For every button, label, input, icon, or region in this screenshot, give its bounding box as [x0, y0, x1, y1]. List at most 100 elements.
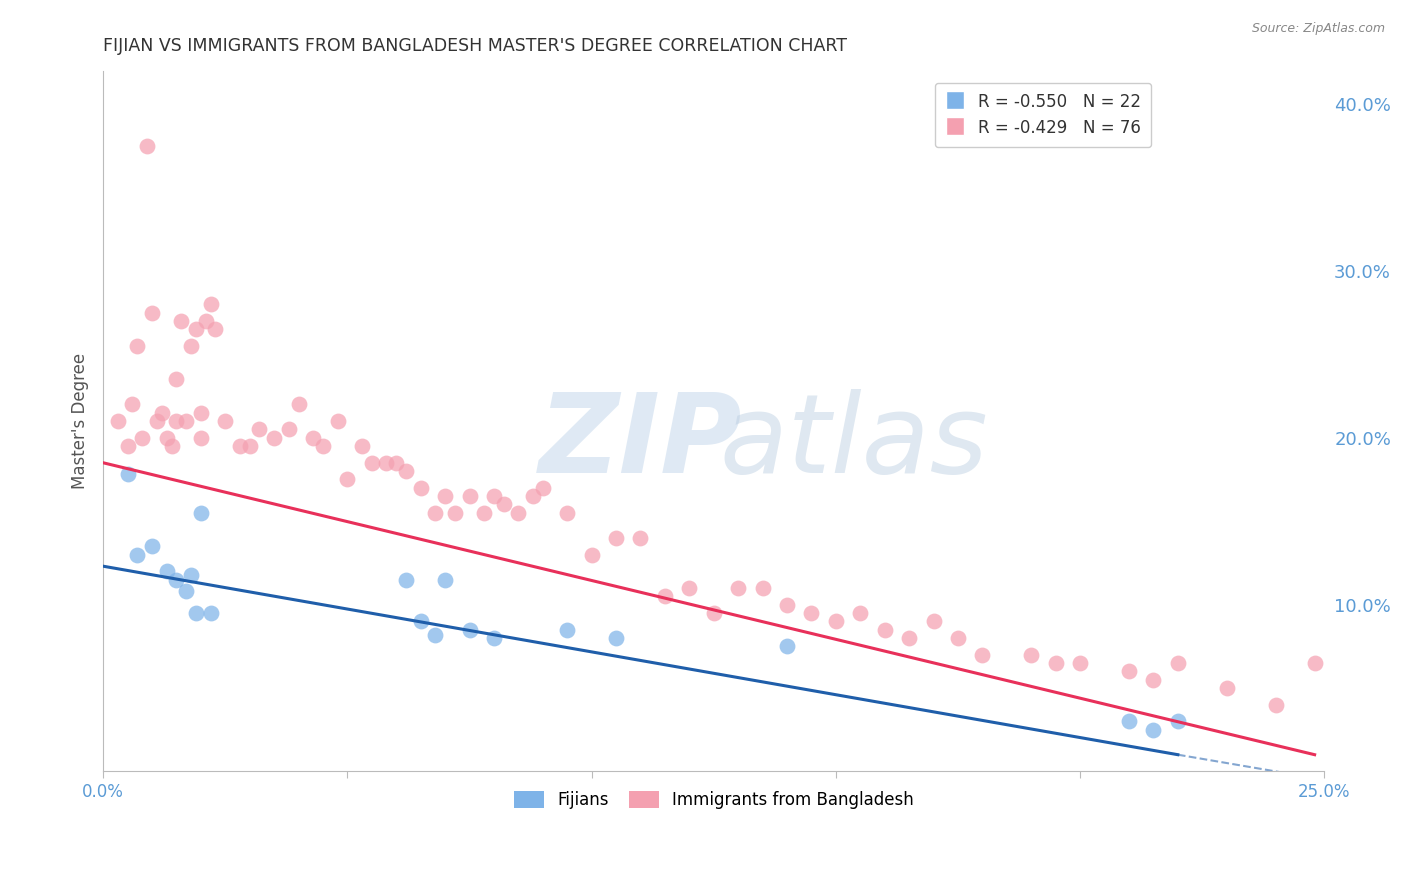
- Point: [302, 431, 325, 445]
- Point: [472, 506, 495, 520]
- Point: [141, 305, 163, 319]
- Point: [117, 439, 139, 453]
- Point: [654, 589, 676, 603]
- Legend: Fijians, Immigrants from Bangladesh: Fijians, Immigrants from Bangladesh: [508, 784, 921, 815]
- Point: [972, 648, 994, 662]
- Point: [263, 431, 285, 445]
- Point: [165, 414, 187, 428]
- Point: [1069, 656, 1091, 670]
- Point: [703, 606, 725, 620]
- Point: [131, 431, 153, 445]
- Point: [127, 548, 149, 562]
- Point: [825, 614, 848, 628]
- Point: [1045, 656, 1067, 670]
- Point: [1142, 673, 1164, 687]
- Point: [312, 439, 335, 453]
- Point: [141, 539, 163, 553]
- Point: [194, 314, 217, 328]
- Point: [165, 573, 187, 587]
- Point: [136, 138, 159, 153]
- Point: [170, 314, 193, 328]
- Point: [605, 631, 627, 645]
- Point: [200, 606, 222, 620]
- Point: [336, 472, 359, 486]
- Point: [150, 406, 173, 420]
- Point: [1167, 714, 1189, 729]
- Point: [444, 506, 467, 520]
- Point: [946, 631, 969, 645]
- Point: [522, 489, 544, 503]
- Point: [492, 498, 515, 512]
- Point: [375, 456, 398, 470]
- Point: [174, 414, 197, 428]
- Point: [922, 614, 945, 628]
- Point: [1142, 723, 1164, 737]
- Point: [458, 489, 481, 503]
- Text: ZIP: ZIP: [538, 389, 742, 496]
- Point: [277, 422, 299, 436]
- Point: [409, 481, 432, 495]
- Point: [630, 531, 652, 545]
- Point: [160, 439, 183, 453]
- Point: [326, 414, 349, 428]
- Point: [107, 414, 129, 428]
- Point: [776, 598, 799, 612]
- Point: [1167, 656, 1189, 670]
- Point: [395, 464, 418, 478]
- Text: Source: ZipAtlas.com: Source: ZipAtlas.com: [1251, 22, 1385, 36]
- Point: [425, 506, 447, 520]
- Point: [425, 627, 447, 641]
- Point: [1264, 698, 1286, 712]
- Text: FIJIAN VS IMMIGRANTS FROM BANGLADESH MASTER'S DEGREE CORRELATION CHART: FIJIAN VS IMMIGRANTS FROM BANGLADESH MAS…: [103, 37, 848, 55]
- Point: [121, 397, 143, 411]
- Point: [727, 581, 749, 595]
- Point: [360, 456, 382, 470]
- Point: [146, 414, 169, 428]
- Point: [581, 548, 603, 562]
- Point: [508, 506, 530, 520]
- Point: [180, 339, 202, 353]
- Point: [239, 439, 262, 453]
- Point: [800, 606, 823, 620]
- Point: [1019, 648, 1042, 662]
- Point: [776, 640, 799, 654]
- Point: [229, 439, 252, 453]
- Point: [898, 631, 921, 645]
- Point: [156, 564, 179, 578]
- Point: [555, 623, 578, 637]
- Point: [434, 489, 457, 503]
- Point: [127, 339, 149, 353]
- Point: [214, 414, 236, 428]
- Point: [1118, 665, 1140, 679]
- Text: atlas: atlas: [720, 389, 988, 496]
- Point: [165, 372, 187, 386]
- Point: [849, 606, 872, 620]
- Y-axis label: Master's Degree: Master's Degree: [72, 353, 89, 489]
- Point: [1215, 681, 1237, 695]
- Point: [751, 581, 773, 595]
- Point: [873, 623, 896, 637]
- Point: [605, 531, 627, 545]
- Point: [409, 614, 432, 628]
- Point: [184, 606, 207, 620]
- Point: [350, 439, 373, 453]
- Point: [190, 431, 212, 445]
- Point: [531, 481, 554, 495]
- Point: [204, 322, 226, 336]
- Point: [156, 431, 179, 445]
- Point: [287, 397, 309, 411]
- Point: [1303, 656, 1326, 670]
- Point: [678, 581, 700, 595]
- Point: [184, 322, 207, 336]
- Point: [190, 506, 212, 520]
- Point: [249, 422, 271, 436]
- Point: [434, 573, 457, 587]
- Point: [385, 456, 408, 470]
- Point: [180, 567, 202, 582]
- Point: [458, 623, 481, 637]
- Point: [482, 631, 505, 645]
- Point: [555, 506, 578, 520]
- Point: [190, 406, 212, 420]
- Point: [117, 467, 139, 482]
- Point: [200, 297, 222, 311]
